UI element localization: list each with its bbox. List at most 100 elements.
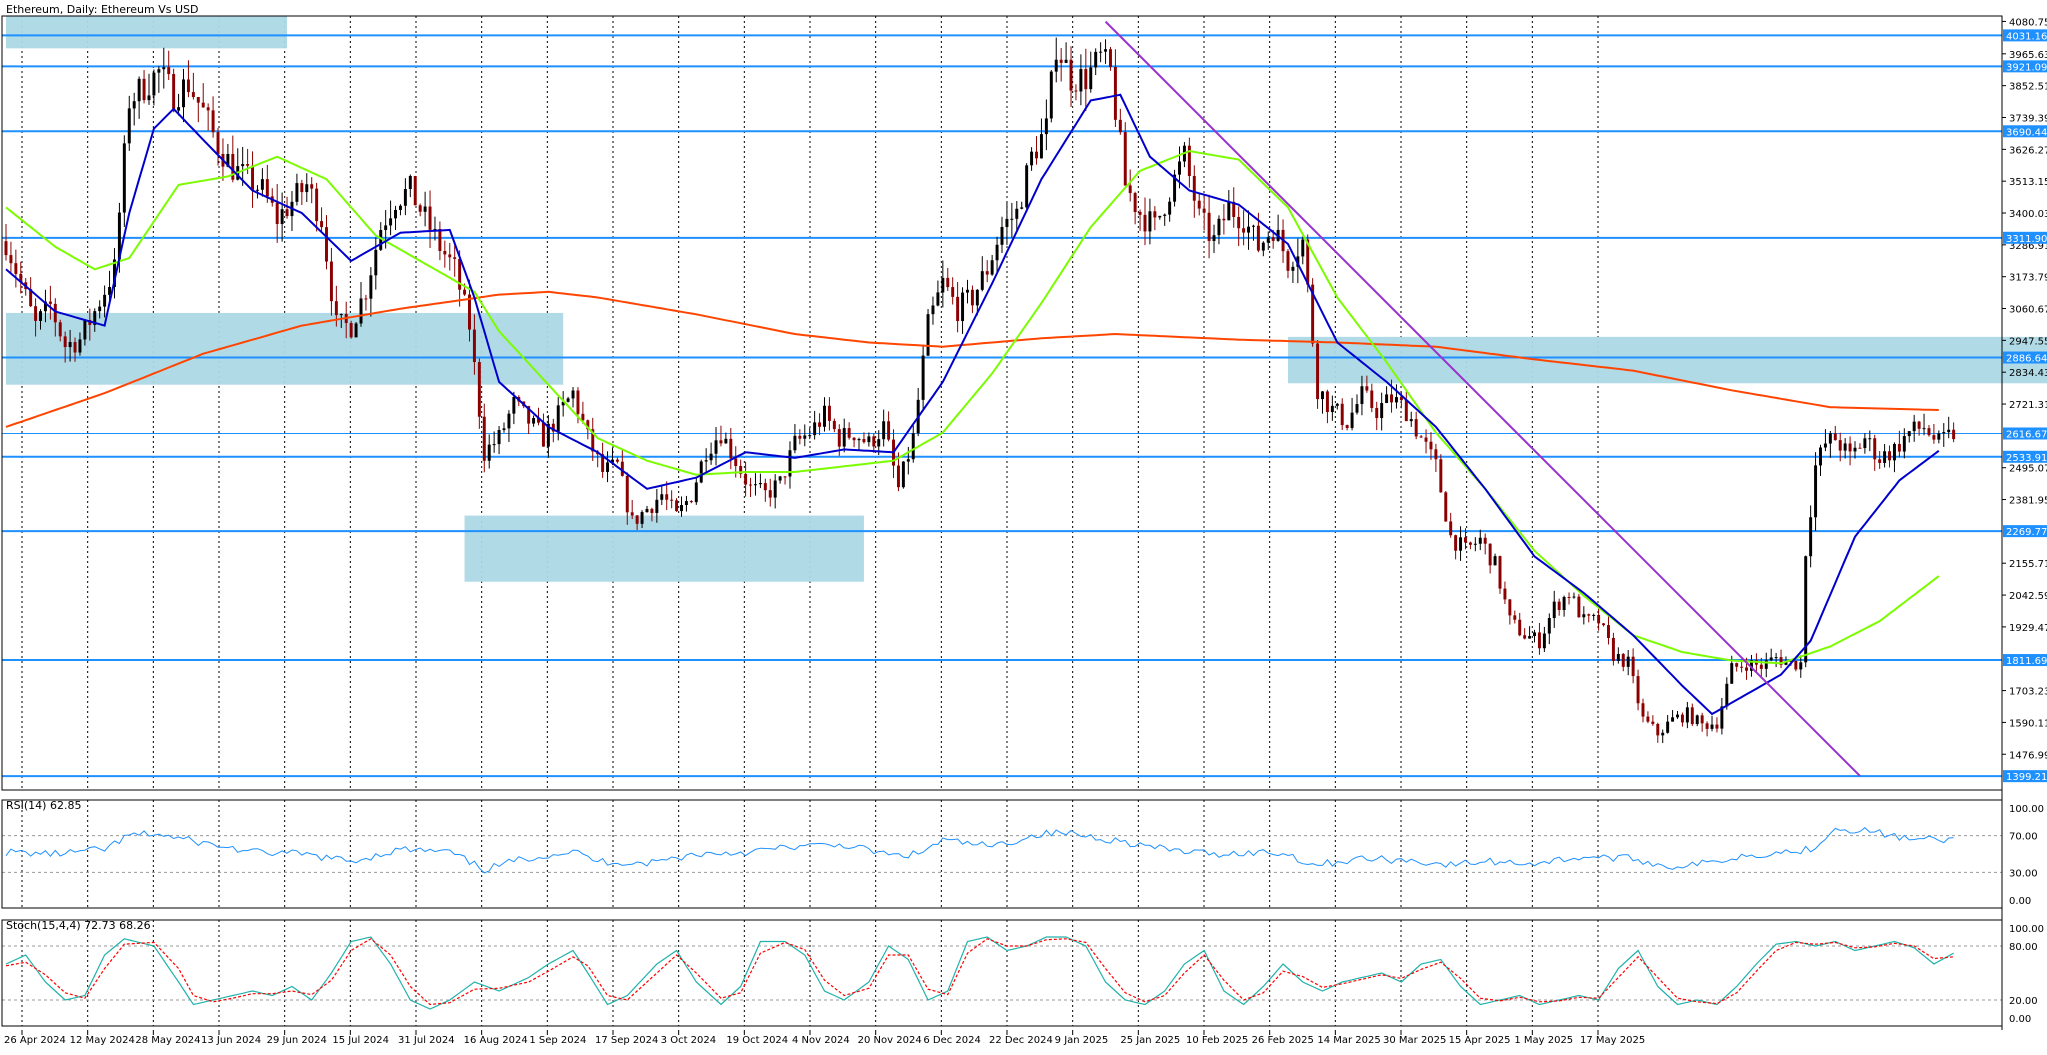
candle-body [1878, 459, 1882, 463]
candle-body [763, 483, 767, 491]
candle-body [458, 258, 462, 290]
price-tick-label: 3965.63 [2009, 50, 2047, 61]
candle-body [1606, 625, 1610, 638]
candle-body [162, 67, 166, 70]
date-tick-label: 19 Oct 2024 [726, 1035, 788, 1046]
candle-body [537, 418, 540, 423]
rsi-label: RSI(14) 62.85 [6, 799, 81, 812]
candle-body [783, 476, 787, 478]
candle-body [847, 428, 851, 438]
candle-body [418, 205, 422, 212]
candle-body [320, 221, 324, 228]
candle-body [857, 439, 861, 441]
moving-average-fast [5, 93, 1940, 716]
candle-body [1823, 443, 1827, 448]
candle-body [887, 421, 891, 440]
date-tick-label: 12 May 2024 [70, 1035, 135, 1046]
date-tick-label: 20 Nov 2024 [858, 1035, 922, 1046]
candle-body [823, 405, 826, 427]
candle-body [1439, 459, 1443, 493]
candle-body [941, 277, 945, 293]
candle-body [226, 153, 230, 167]
candle-body [206, 107, 210, 111]
candle-body [926, 314, 930, 356]
candle-body [551, 423, 555, 432]
candle-body [1922, 428, 1926, 430]
candle-body [956, 296, 960, 322]
candle-body [1394, 397, 1398, 403]
candle-body [556, 405, 560, 432]
candle-body [394, 209, 398, 219]
candle-body [1173, 174, 1177, 202]
candle-body [241, 164, 245, 167]
candle-body [975, 289, 979, 306]
candle-body [684, 501, 688, 505]
candle-body [275, 202, 279, 225]
candle-body [541, 422, 545, 447]
candle-body [1360, 386, 1364, 405]
descending-trendline [1104, 20, 1861, 777]
candle-body [1838, 440, 1842, 451]
price-tick-label: 3400.03 [2009, 209, 2047, 220]
candle-body [719, 440, 723, 444]
candle-body [546, 423, 550, 447]
candle-body [191, 92, 195, 98]
date-tick-label: 26 Feb 2025 [1252, 1035, 1314, 1046]
candle-body [1424, 437, 1428, 442]
level-label: 2616.67 [2006, 429, 2047, 440]
price-tick-label: 3626.27 [2009, 145, 2047, 156]
date-tick-label: 13 Jun 2024 [201, 1035, 261, 1046]
price-tick-label: 3060.67 [2009, 305, 2047, 316]
price-tick-label: 2381.95 [2009, 496, 2047, 507]
candle-body [379, 230, 383, 250]
date-tick-label: 26 Apr 2024 [4, 1035, 66, 1046]
candle-body [9, 255, 13, 264]
rsi-tick-label: 0.00 [2009, 896, 2031, 907]
level-label: 3690.44 [2006, 127, 2047, 138]
candle-body [1567, 597, 1571, 599]
candle-body [186, 79, 190, 93]
candle-body [862, 439, 866, 443]
candle-body [704, 460, 708, 462]
candle-body [1148, 211, 1152, 232]
candle-body [4, 241, 8, 256]
candle-body [1611, 637, 1615, 661]
date-tick-label: 28 May 2024 [135, 1035, 200, 1046]
candle-body [152, 72, 156, 96]
candle-body [1035, 151, 1038, 159]
candle-body [1493, 556, 1497, 566]
date-tick-label: 29 Jun 2024 [267, 1035, 327, 1046]
candle-body [137, 78, 141, 102]
candle-body [1488, 543, 1492, 566]
candle-body [837, 429, 841, 447]
candle-body [1247, 226, 1251, 233]
candle-body [699, 461, 703, 483]
candle-body [1015, 208, 1019, 219]
candle-body [1947, 429, 1951, 433]
level-label-bg [2003, 231, 2047, 244]
candle-body [1340, 403, 1344, 426]
stoch-signal-line [5, 938, 1954, 1006]
candle-body [1740, 666, 1744, 668]
candle-body [211, 110, 215, 133]
candle-body [1557, 601, 1561, 611]
candle-body [803, 435, 807, 439]
candle-body [1099, 51, 1103, 53]
candle-body [753, 484, 757, 486]
candle-body [1227, 201, 1231, 221]
candle-body [1552, 601, 1556, 619]
candle-body [482, 416, 486, 461]
candle-body [1720, 706, 1724, 729]
candle-body [1251, 225, 1255, 227]
level-label: 3921.09 [2006, 62, 2047, 73]
candle-body [1286, 251, 1290, 271]
candle-body [280, 209, 284, 225]
candle-body [581, 413, 585, 421]
candle-body [1108, 49, 1112, 67]
candle-body [1503, 588, 1507, 600]
candle-body [408, 175, 412, 190]
candle-body [601, 454, 605, 472]
candle-body [1454, 535, 1458, 551]
